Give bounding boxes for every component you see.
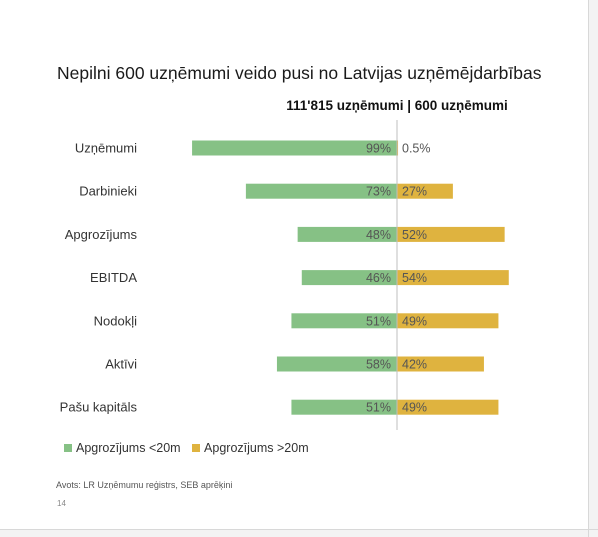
- category-label-1: Darbinieki: [79, 184, 137, 199]
- legend-label-large: Apgrozījums >20m: [204, 441, 309, 455]
- bar-small-2: [297, 226, 397, 242]
- value-label-large-2: 52%: [402, 228, 427, 242]
- category-label-4: Nodokļi: [94, 313, 137, 328]
- value-label-large-0: 0.5%: [402, 142, 431, 156]
- value-label-large-5: 42%: [402, 358, 427, 372]
- category-label-5: Aktīvi: [105, 357, 137, 372]
- legend-item-large: Apgrozījums >20m: [192, 441, 309, 455]
- slide-edge-right: [588, 0, 589, 537]
- value-label-small-2: 48%: [366, 228, 391, 242]
- value-label-large-1: 27%: [402, 185, 427, 199]
- legend-swatch-small: [64, 444, 72, 452]
- bar-small-0: [192, 140, 397, 156]
- value-label-large-6: 49%: [402, 401, 427, 415]
- value-label-small-5: 58%: [366, 358, 391, 372]
- legend-item-small: Apgrozījums <20m: [64, 441, 181, 455]
- slide-edge-bottom: [0, 529, 598, 530]
- bar-small-3: [301, 270, 397, 286]
- category-label-6: Pašu kapitāls: [60, 400, 138, 415]
- value-label-large-3: 54%: [402, 271, 427, 285]
- legend-label-small: Apgrozījums <20m: [76, 441, 181, 455]
- slide: [0, 0, 588, 529]
- bar-large-5: [397, 356, 484, 372]
- category-label-3: EBITDA: [90, 270, 137, 285]
- value-label-small-4: 51%: [366, 314, 391, 328]
- page-number: 14: [57, 499, 66, 508]
- value-label-small-6: 51%: [366, 401, 391, 415]
- bar-large-3: [397, 270, 509, 286]
- category-label-0: Uzņēmumi: [75, 141, 137, 156]
- bar-large-1: [397, 183, 453, 199]
- chart-legend: Apgrozījums <20m Apgrozījums >20m: [64, 441, 317, 455]
- bar-small-1: [245, 183, 397, 199]
- bar-large-0: [397, 140, 399, 156]
- bar-small-6: [291, 399, 397, 415]
- chart-title: Nepilni 600 uzņēmumi veido pusi no Latvi…: [57, 63, 542, 83]
- bar-large-6: [397, 399, 499, 415]
- bar-small-5: [276, 356, 397, 372]
- legend-swatch-large: [192, 444, 201, 452]
- value-label-small-3: 46%: [366, 271, 391, 285]
- chart-subtitle: 111'815 uzņēmumi | 600 uzņēmumi: [286, 98, 508, 113]
- source-note: Avots: LR Uzņēmumu reģistrs, SEB aprēķin…: [56, 480, 233, 490]
- bar-large-2: [397, 226, 505, 242]
- category-label-2: Apgrozījums: [65, 227, 138, 242]
- value-label-small-0: 99%: [366, 142, 391, 156]
- value-label-small-1: 73%: [366, 185, 391, 199]
- bar-large-4: [397, 313, 499, 329]
- bar-small-4: [291, 313, 397, 329]
- value-label-large-4: 49%: [402, 314, 427, 328]
